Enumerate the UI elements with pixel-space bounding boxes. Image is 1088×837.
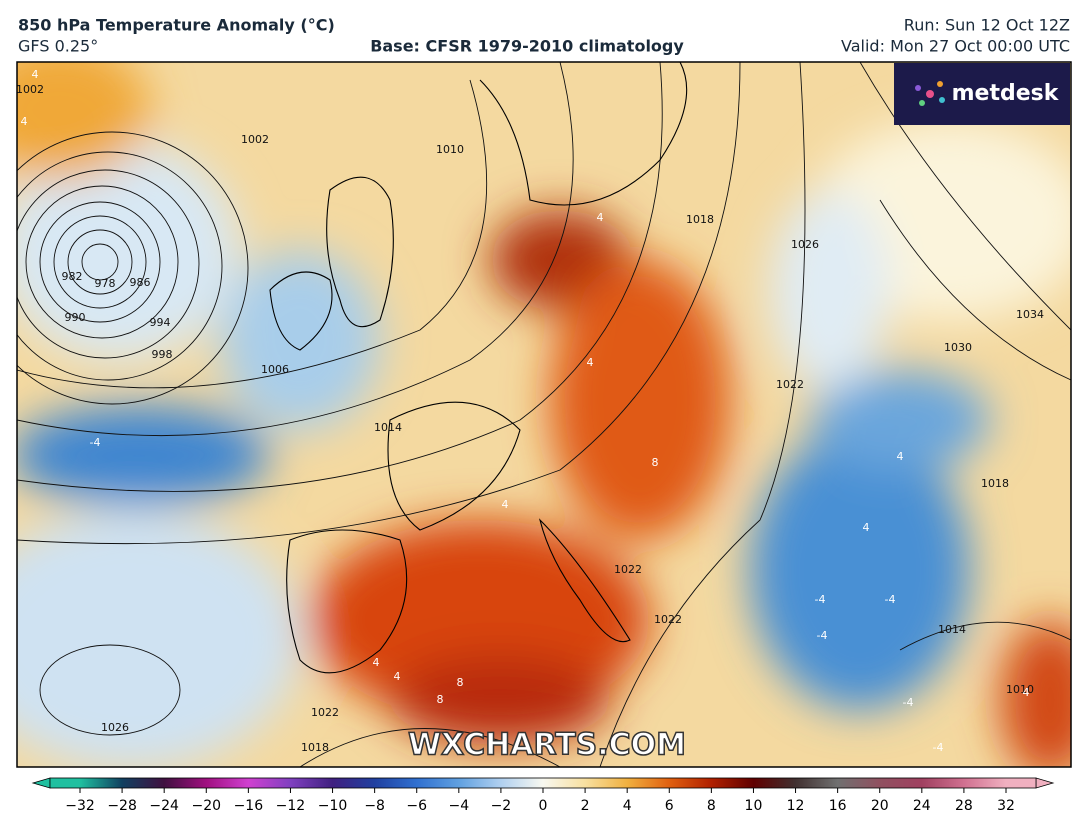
colorbar-tick-label: 12: [787, 798, 805, 814]
isobar-label: 1018: [301, 741, 329, 754]
isobar-label: 1030: [944, 341, 972, 354]
colorbar-tick-label: −28: [107, 798, 137, 814]
isobar-label: 1014: [374, 421, 402, 434]
anomaly-label: 4: [32, 68, 39, 81]
map-frame: [16, 61, 1072, 768]
anomaly-label: 4: [502, 498, 509, 511]
colorbar-tick-label: −16: [234, 798, 264, 814]
colorbar-tick-label: −10: [318, 798, 348, 814]
anomaly-label: 4: [597, 211, 604, 224]
colorbar-tick-label: 20: [871, 798, 889, 814]
logo-icon: [915, 81, 945, 106]
colorbar-tick-label: 6: [665, 798, 674, 814]
colorbar-tick-label: 10: [745, 798, 763, 814]
isobar-label: 1010: [1006, 683, 1034, 696]
watermark: WXCHARTS.COM: [408, 728, 686, 763]
anomaly-label: -4: [90, 436, 101, 449]
isobar-label: 994: [150, 316, 171, 329]
isobar-label: 1018: [981, 477, 1009, 490]
isobar-label: 998: [152, 348, 173, 361]
valid: Valid: Mon 27 Oct 00:00 UTC: [841, 37, 1070, 56]
isobar-label: 1018: [686, 213, 714, 226]
anomaly-label: 4: [897, 450, 904, 463]
model: GFS 0.25°: [18, 37, 98, 56]
anomaly-label: 4: [373, 656, 380, 669]
colorbar-min-arrow: [31, 777, 51, 789]
logo: metdesk: [952, 81, 1060, 106]
anomaly-label: 4: [394, 670, 401, 683]
isobar-label: 1026: [791, 238, 819, 251]
isobar-label: 1006: [261, 363, 289, 376]
isobar-label: 1026: [101, 721, 129, 734]
colorbar-tick-label: −24: [149, 798, 179, 814]
isobar-label: 982: [62, 270, 83, 283]
isobar-label: 1014: [938, 623, 966, 636]
colorbar-tick-label: −20: [191, 798, 221, 814]
colorbar-tick-label: −6: [406, 798, 427, 814]
anomaly-label: 4: [1023, 686, 1030, 699]
title: 850 hPa Temperature Anomaly (°C): [18, 16, 335, 35]
colorbar-tick-label: −2: [491, 798, 512, 814]
colorbar-tick-label: 4: [623, 798, 632, 814]
anomaly-label: -4: [933, 741, 944, 754]
isobar-label: 1022: [776, 378, 804, 391]
isobar-label: 978: [95, 277, 116, 290]
logo-box: [894, 63, 1070, 125]
colorbar-tick-label: −8: [364, 798, 385, 814]
colorbar-bar: [49, 777, 1037, 789]
isobar-label: 1034: [1016, 308, 1044, 321]
isobar-label: 990: [65, 311, 86, 324]
anomaly-label: -4: [817, 629, 828, 642]
anomaly-label: 8: [437, 693, 444, 706]
run: Run: Sun 12 Oct 12Z: [904, 16, 1070, 35]
base: Base: CFSR 1979-2010 climatology: [370, 37, 684, 56]
isobar-label: 1022: [614, 563, 642, 576]
colorbar-tick-label: 2: [581, 798, 590, 814]
anomaly-label: -4: [903, 696, 914, 709]
colorbar: −32 −28 −24 −20 −16 −12 −10 −8 −6 −4 −2 0 2 4 6 8 10 12 16…: [31, 777, 1055, 814]
colorbar-tick-label: 8: [707, 798, 716, 814]
isobar-label: 986: [130, 276, 151, 289]
isobar-label: 1010: [436, 143, 464, 156]
anomaly-label: 8: [652, 456, 659, 469]
colorbar-tick-label: 0: [539, 798, 548, 814]
colorbar-tick-label: 32: [997, 798, 1015, 814]
anomaly-label: 8: [457, 676, 464, 689]
isobar-label: 1002: [241, 133, 269, 146]
isobar-label: 1022: [654, 613, 682, 626]
colorbar-tick-label: −12: [276, 798, 306, 814]
anomaly-label: -4: [885, 593, 896, 606]
isobar-label: 1002: [16, 83, 44, 96]
colorbar-tick-label: −32: [65, 798, 95, 814]
anomaly-label: 4: [21, 115, 28, 128]
map: 1002 1002 982 978 986 990 994 998 1006 1010 1014 10…: [16, 62, 1071, 767]
colorbar-tick-label: −4: [448, 798, 469, 814]
isobars: [17, 62, 1071, 767]
anomaly-label: 4: [863, 521, 870, 534]
colorbar-tick-label: 16: [829, 798, 847, 814]
colorbar-tick-label: 28: [955, 798, 973, 814]
colorbar-max-arrow: [1035, 777, 1055, 789]
anomaly-label: -4: [815, 593, 826, 606]
anomaly-label: 4: [587, 356, 594, 369]
isobar-label: 1022: [311, 706, 339, 719]
colorbar-tick-label: 24: [913, 798, 931, 814]
coastlines: [269, 62, 688, 674]
